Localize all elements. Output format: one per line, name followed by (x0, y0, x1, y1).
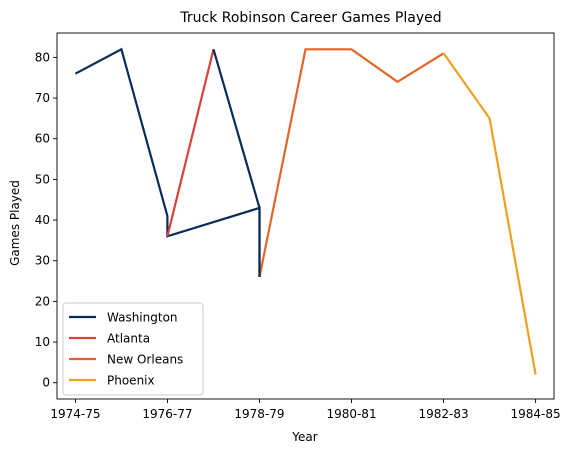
y-tick-label: 80 (35, 50, 50, 64)
y-tick-label: 70 (35, 91, 50, 105)
series-line-atlanta (166, 49, 215, 237)
series-line-phoenix (442, 52, 537, 375)
legend-box (62, 302, 204, 396)
y-tick-label: 20 (35, 294, 50, 308)
y-tick-label: 40 (35, 213, 50, 227)
x-axis-label: Year (291, 430, 317, 444)
x-tick-label: 1982-83 (418, 407, 468, 421)
y-tick-label: 0 (42, 376, 50, 390)
x-tick-label: 1980-81 (326, 407, 376, 421)
y-tick-label: 30 (35, 254, 50, 268)
legend: Washington Atlanta New Orleans Phoenix (62, 302, 204, 396)
y-tick-label: 10 (35, 335, 50, 349)
y-axis-label: Games Played (8, 180, 22, 266)
x-tick-label: 1974-75 (50, 407, 100, 421)
legend-label-atlanta: Atlanta (107, 332, 150, 346)
legend-label-washington: Washington (107, 311, 178, 325)
plot-area: 0 10 20 30 40 50 60 70 80 1974-75 1976-77 1978-79 19… (35, 32, 561, 421)
plot-frame (56, 32, 555, 400)
x-tick-label: 1984-85 (511, 407, 561, 421)
series-line-washington (74, 47, 261, 277)
y-tick-label: 50 (35, 172, 50, 186)
series-line-4 (212, 48, 261, 277)
x-tick-label: 1978-79 (234, 407, 284, 421)
series-line-new-orleans (258, 48, 445, 278)
y-tick-label: 60 (35, 132, 50, 146)
legend-label-phoenix: Phoenix (107, 374, 155, 388)
x-tick-label: 1976-77 (142, 407, 192, 421)
legend-label-new-orleans: New Orleans (107, 353, 183, 367)
chart-title: Truck Robinson Career Games Played (179, 10, 441, 26)
